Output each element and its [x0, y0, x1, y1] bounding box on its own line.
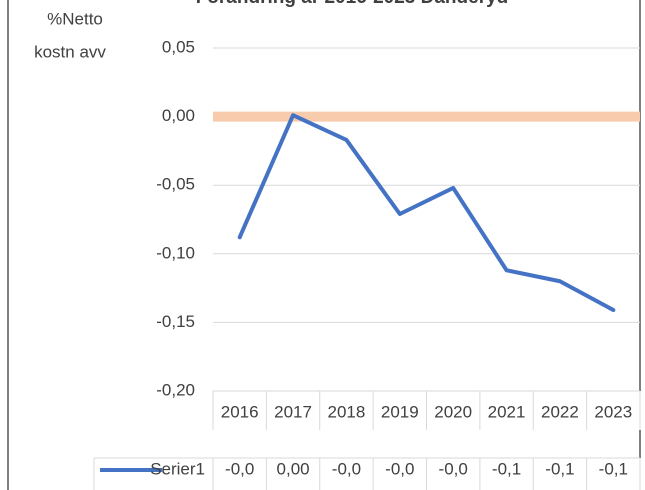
y-axis-label: %Netto — [47, 9, 103, 28]
y-tick-label: -0,15 — [156, 312, 195, 331]
y-tick-label: 0,05 — [162, 37, 195, 56]
y-tick-label: -0,20 — [156, 380, 195, 399]
y-tick-label: -0,10 — [156, 243, 195, 262]
data-table-value: -0,0 — [439, 459, 468, 478]
x-tick-label: 2016 — [221, 402, 259, 421]
data-table-value: -0,1 — [599, 459, 628, 478]
data-table-value: -0,1 — [492, 459, 521, 478]
x-tick-label: 2022 — [541, 402, 579, 421]
x-tick-label: 2020 — [434, 402, 472, 421]
legend-label: Serier1 — [150, 459, 205, 478]
x-tick-label: 2017 — [274, 402, 312, 421]
series-line — [237, 113, 616, 313]
data-table-value: -0,0 — [225, 459, 254, 478]
data-table-value: 0,00 — [277, 459, 310, 478]
y-axis-label: kostn avv — [34, 42, 106, 61]
y-tick-label: 0,00 — [162, 106, 195, 125]
x-tick-label: 2019 — [381, 402, 419, 421]
chart-title: Förändring år 2016-2023 Danderyd — [196, 0, 509, 8]
x-tick-label: 2021 — [488, 402, 526, 421]
data-table-value: -0,0 — [385, 459, 414, 478]
y-tick-label: -0,05 — [156, 175, 195, 194]
data-table-value: -0,1 — [545, 459, 574, 478]
data-table-value: -0,0 — [332, 459, 361, 478]
x-tick-label: 2023 — [594, 402, 632, 421]
x-tick-label: 2018 — [328, 402, 366, 421]
